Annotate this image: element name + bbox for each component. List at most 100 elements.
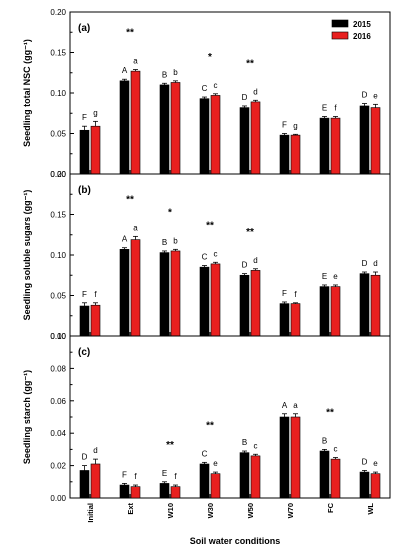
bar-2015-W30 xyxy=(199,266,210,337)
bar-2016-W30 xyxy=(210,95,221,175)
bar-2015-Ext xyxy=(119,249,130,337)
significance-letter: D xyxy=(362,457,368,466)
bar-2016-Initial xyxy=(90,304,101,337)
significance-letter: E xyxy=(322,103,327,112)
significance-letter: c xyxy=(214,249,218,258)
y-tick-label: 0.00 xyxy=(50,332,66,341)
bar-2016-WL xyxy=(370,274,381,337)
significance-letter: F xyxy=(282,121,287,130)
bar-2016-WL xyxy=(370,107,381,175)
bar-2015-Initial xyxy=(79,470,90,499)
legend-swatch-2016 xyxy=(331,31,349,40)
bar-2015-W50 xyxy=(239,452,250,499)
y-tick-label: 0.08 xyxy=(50,364,66,373)
bar-2015-W10 xyxy=(159,483,170,499)
significance-letter: F xyxy=(82,290,87,299)
significance-letter: F xyxy=(282,289,287,298)
significance-stars: ** xyxy=(126,28,134,39)
x-category-label: WL xyxy=(366,503,375,515)
bar-2016-W70 xyxy=(290,303,301,337)
bar-2016-Ext xyxy=(130,486,141,499)
panel-label: (c) xyxy=(78,347,90,358)
significance-letter: b xyxy=(173,236,178,245)
bar-2015-W70 xyxy=(279,416,290,499)
bar-2015-FC xyxy=(319,117,330,175)
significance-letter: D xyxy=(362,91,368,100)
bar-2015-W50 xyxy=(239,274,250,337)
bar-2015-W30 xyxy=(199,98,210,175)
chart-panel-1: 0.00 0.05 0.10 0.15 0.20 Seedling total NSC (… xyxy=(22,8,391,179)
bar-2016-W10 xyxy=(170,250,181,337)
significance-letter: a xyxy=(293,401,298,410)
significance-letter: B xyxy=(242,438,247,447)
significance-stars: * xyxy=(168,207,172,218)
significance-letter: c xyxy=(214,81,218,90)
significance-stars: ** xyxy=(326,407,334,418)
y-tick-label: 0.02 xyxy=(50,462,66,471)
significance-letter: c xyxy=(254,441,258,450)
significance-letter: a xyxy=(133,57,138,66)
significance-letter: C xyxy=(202,449,208,458)
significance-letter: E xyxy=(322,272,327,281)
bar-2015-WL xyxy=(359,273,370,337)
bar-2016-Ext xyxy=(130,239,141,337)
y-tick-label: 0.10 xyxy=(50,251,66,260)
chart-panel-2: 0.00 0.05 0.10 0.15 0.20 Seedling soluble sug… xyxy=(22,170,391,341)
y-tick-label: 0.05 xyxy=(50,292,66,301)
significance-letter: f xyxy=(334,103,337,112)
panel-label: (b) xyxy=(78,185,91,196)
legend-label-2015: 2015 xyxy=(353,20,371,29)
y-tick-label: 0.20 xyxy=(50,8,66,17)
significance-letter: D xyxy=(82,453,88,462)
bar-2016-Initial xyxy=(90,125,101,175)
x-category-label: Ext xyxy=(126,502,135,514)
significance-stars: ** xyxy=(126,194,134,205)
bar-2016-Initial xyxy=(90,463,101,499)
significance-letter: B xyxy=(322,436,327,445)
bar-2015-W70 xyxy=(279,303,290,337)
significance-letter: d xyxy=(253,87,257,96)
x-category-label: W70 xyxy=(286,503,295,518)
significance-letter: F xyxy=(122,470,127,479)
y-tick-label: 0.05 xyxy=(50,130,66,139)
significance-letter: A xyxy=(282,401,288,410)
bar-2015-W10 xyxy=(159,252,170,337)
bar-2016-W50 xyxy=(250,270,261,337)
bar-2015-Initial xyxy=(79,305,90,337)
bar-2016-W30 xyxy=(210,473,221,499)
y-tick-label: 0.20 xyxy=(50,170,66,179)
significance-letter: c xyxy=(334,445,338,454)
bar-2015-W50 xyxy=(239,107,250,175)
bar-2015-W30 xyxy=(199,463,210,499)
significance-letter: d xyxy=(253,256,257,265)
bar-2015-WL xyxy=(359,105,370,175)
bar-2016-W30 xyxy=(210,263,221,337)
y-tick-label: 0.06 xyxy=(50,397,66,406)
bar-2015-W10 xyxy=(159,84,170,175)
bar-2016-W10 xyxy=(170,82,181,175)
significance-letter: A xyxy=(122,66,128,75)
legend-swatch-2015 xyxy=(331,19,349,28)
x-category-label: W50 xyxy=(246,503,255,518)
y-tick-label: 0.00 xyxy=(50,494,66,503)
y-tick-label: 0.04 xyxy=(50,429,66,438)
significance-stars: ** xyxy=(246,58,254,69)
panels: 0.00 0.05 0.10 0.15 0.20 Seedling total NSC (… xyxy=(22,8,391,523)
x-category-label: FC xyxy=(326,502,335,513)
y-tick-label: 0.15 xyxy=(50,49,66,58)
significance-letter: e xyxy=(373,91,378,100)
y-tick-label: 0.10 xyxy=(50,332,66,341)
significance-letter: e xyxy=(373,459,378,468)
significance-stars: ** xyxy=(206,220,214,231)
significance-letter: E xyxy=(162,469,167,478)
significance-letter: f xyxy=(94,290,97,299)
bar-2016-W10 xyxy=(170,486,181,499)
x-category-label: W30 xyxy=(206,503,215,518)
bar-2016-FC xyxy=(330,286,341,337)
significance-stars: ** xyxy=(206,420,214,431)
significance-letter: e xyxy=(213,459,218,468)
significance-letter: d xyxy=(373,259,377,268)
chart-panel-3: 0.00 0.02 0.04 0.06 0.08 0.10 Seedling starch … xyxy=(22,332,391,523)
significance-letter: f xyxy=(174,472,177,481)
